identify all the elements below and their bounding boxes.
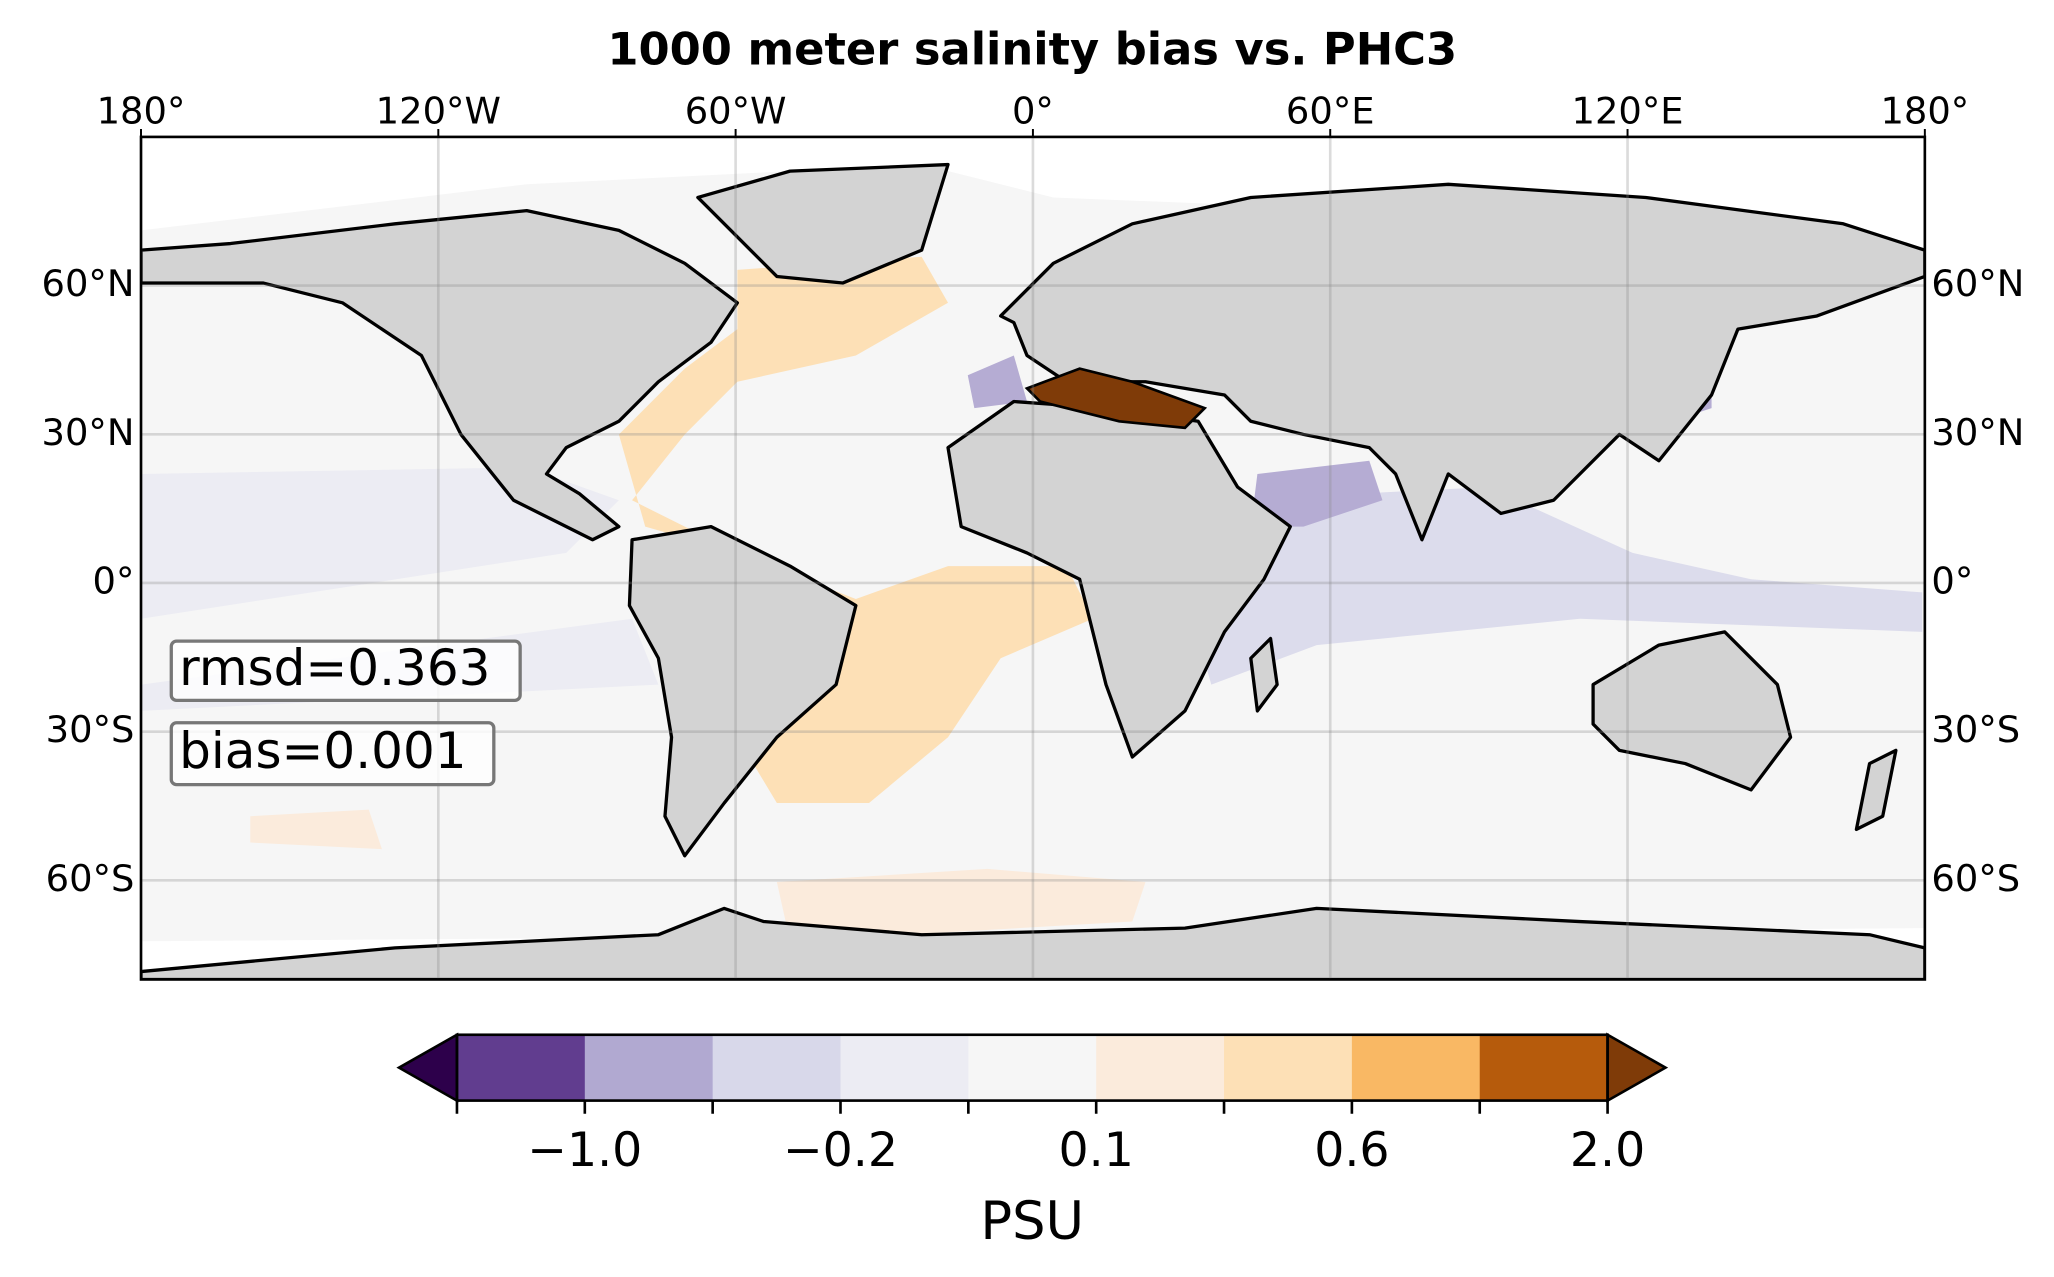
annotation: bias=0.001 bbox=[179, 722, 466, 780]
colorbar-segment bbox=[1096, 1034, 1225, 1101]
annotation-box bbox=[169, 639, 522, 703]
lat-tick-label: 0° bbox=[1931, 559, 1973, 602]
colorbar-tick-label: 0.1 bbox=[1059, 1123, 1134, 1178]
annotation-box bbox=[169, 721, 496, 787]
colorbar-segment bbox=[584, 1034, 714, 1101]
colorbar-tick-label: 2.0 bbox=[1570, 1123, 1645, 1178]
colorbar-extend-max bbox=[1606, 1032, 1669, 1103]
lon-tick-label: 0° bbox=[1012, 90, 1054, 133]
colorbar-segment bbox=[1479, 1034, 1609, 1101]
lon-tick-label: 120°E bbox=[1572, 90, 1684, 133]
colorbar-segment bbox=[968, 1034, 1097, 1101]
colorbar-segment bbox=[456, 1034, 586, 1101]
lon-tick-label: 120°W bbox=[376, 90, 501, 133]
map bbox=[140, 136, 1925, 980]
colorbar-tick-label: 0.6 bbox=[1314, 1123, 1389, 1178]
colorbar-tick-label: −1.0 bbox=[527, 1123, 642, 1178]
bias-field bbox=[1024, 367, 1208, 430]
colorbar-segment bbox=[712, 1034, 842, 1101]
lat-tick-label: 30°S bbox=[1931, 708, 2020, 751]
lon-tick-label: 60°E bbox=[1286, 90, 1375, 133]
bias-field bbox=[618, 256, 1093, 804]
bias-field bbox=[140, 467, 659, 711]
lon-tick-label: 180° bbox=[1880, 90, 1969, 133]
lat-tick-label: 30°N bbox=[1931, 411, 2024, 454]
colorbar-tick-label: −0.2 bbox=[783, 1123, 898, 1178]
lat-tick-label: 60°S bbox=[1931, 857, 2020, 900]
lat-tick-label: 60°N bbox=[42, 262, 135, 305]
lat-tick-label: 60°S bbox=[46, 857, 135, 900]
lat-tick-label: 30°S bbox=[46, 708, 135, 751]
land bbox=[140, 162, 1925, 980]
lat-tick-label: 30°N bbox=[42, 411, 135, 454]
colorbar-segment bbox=[1224, 1034, 1353, 1101]
colorbar-segment bbox=[1351, 1034, 1481, 1101]
lat-tick-label: 0° bbox=[93, 559, 135, 602]
annotation: rmsd=0.363 bbox=[179, 639, 490, 697]
lat-tick-label: 60°N bbox=[1931, 262, 2024, 305]
bias-field bbox=[967, 355, 1712, 527]
bias-field bbox=[1184, 487, 1923, 685]
colorbar-extend-min bbox=[396, 1032, 459, 1103]
bias-field bbox=[250, 809, 1146, 942]
title: 1000 meter salinity bias vs. PHC3 bbox=[607, 23, 1457, 76]
colorbar-segment bbox=[840, 1034, 970, 1101]
colorbar-label: PSU bbox=[980, 1191, 1084, 1252]
colorbar-frame bbox=[455, 1033, 1609, 1102]
lon-tick-label: 60°W bbox=[685, 90, 787, 133]
lon-tick-label: 180° bbox=[97, 90, 186, 133]
